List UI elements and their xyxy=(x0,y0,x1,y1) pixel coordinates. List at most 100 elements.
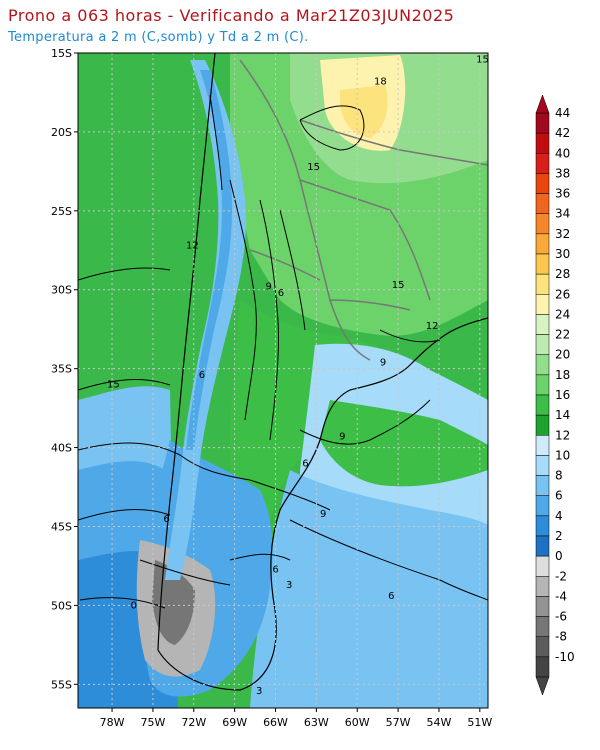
plot-frame xyxy=(77,52,489,709)
contour-label: 12 xyxy=(186,241,199,252)
contour-label: 9 xyxy=(266,282,272,293)
coastline xyxy=(157,53,488,691)
colorbar-label: -2 xyxy=(555,569,567,583)
contour-label: 9 xyxy=(320,509,326,520)
colorbar-swatch xyxy=(535,535,550,557)
lon-tick-label: 63W xyxy=(304,716,329,729)
contour-label: 15 xyxy=(392,280,405,291)
contour-label: 12 xyxy=(426,321,439,332)
contour-label: 9 xyxy=(380,358,386,369)
colorbar-label: 44 xyxy=(555,106,570,120)
colorbar-label: 14 xyxy=(555,408,570,422)
colorbar-top-triangle xyxy=(535,94,550,114)
contour-label: 3 xyxy=(256,686,262,697)
colorbar-label: 36 xyxy=(555,187,570,201)
colorbar-swatch xyxy=(535,656,550,678)
map-subtitle: Temperatura a 2 m (C,somb) y Td a 2 m (C… xyxy=(8,30,309,45)
lat-tick-label: 45S xyxy=(51,520,72,533)
lat-tick-label: 30S xyxy=(51,284,72,297)
lat-tick-label: 20S xyxy=(51,126,72,139)
colorbar-swatch xyxy=(535,596,550,617)
colorbar-swatch xyxy=(535,193,550,214)
colorbar-label: 6 xyxy=(555,489,563,503)
colorbar-swatch xyxy=(535,475,550,496)
colorbar-swatch xyxy=(535,636,550,658)
contour-label: 6 xyxy=(163,514,169,525)
graticule xyxy=(78,53,488,708)
country-borders xyxy=(239,59,488,361)
lon-tick-label: 60W xyxy=(345,716,370,729)
colorbar-swatch xyxy=(535,354,550,376)
colorbar-label: 28 xyxy=(555,267,570,281)
map-title: Prono a 063 horas - Verificando a Mar21Z… xyxy=(8,6,455,25)
lat-axis: 15S 20S 25S 30S 35S 40S 45S 50S 55S xyxy=(51,47,78,691)
colorbar-swatch xyxy=(535,555,550,577)
colorbar-label: -6 xyxy=(555,610,567,624)
contour-label: 0 xyxy=(131,601,137,612)
colorbar-label: 16 xyxy=(555,388,570,402)
contour-lines xyxy=(78,94,488,609)
colorbar-swatch xyxy=(535,576,550,597)
colorbar-label: 40 xyxy=(555,146,570,160)
contour-label: 6 xyxy=(302,459,308,470)
colorbar-swatch xyxy=(535,435,550,456)
contour-label: 9 xyxy=(339,432,345,443)
lon-tick-label: 57W xyxy=(386,716,411,729)
contour-label: 6 xyxy=(272,564,278,575)
colorbar-label: -4 xyxy=(555,589,567,603)
colorbar-label: 4 xyxy=(555,509,563,523)
colorbar-label: 20 xyxy=(555,348,570,362)
colorbar-label: 18 xyxy=(555,368,570,382)
colorbar-bottom-triangle xyxy=(535,676,550,696)
colorbar-swatch xyxy=(535,153,550,174)
lon-tick-label: 51W xyxy=(467,716,492,729)
colorbar-label: -8 xyxy=(555,630,567,644)
colorbar-swatch xyxy=(535,253,550,275)
colorbar-label: 10 xyxy=(555,448,570,462)
contour-label: 15 xyxy=(476,54,489,65)
contour-label: 3 xyxy=(286,580,292,591)
colorbar-swatch xyxy=(535,233,550,255)
colorbar-swatch xyxy=(535,495,550,517)
colorbar: 4442403836343230282624222018161412108642… xyxy=(535,94,575,696)
contour-label: 6 xyxy=(278,288,284,299)
contour-label: 6 xyxy=(388,591,394,602)
colorbar-label: 38 xyxy=(555,166,570,180)
colorbar-label: 22 xyxy=(555,328,570,342)
lat-tick-label: 25S xyxy=(51,205,72,218)
colorbar-label: 0 xyxy=(555,549,563,563)
colorbar-label: 42 xyxy=(555,126,570,140)
colorbar-label: 26 xyxy=(555,287,570,301)
lat-tick-label: 55S xyxy=(51,678,72,691)
contour-label: 15 xyxy=(107,380,120,391)
colorbar-swatch xyxy=(535,515,550,537)
lat-tick-label: 15S xyxy=(51,47,72,60)
hot-spot-core xyxy=(340,85,388,138)
colorbar-label: 24 xyxy=(555,307,570,321)
lon-tick-label: 66W xyxy=(263,716,288,729)
colorbar-label: 34 xyxy=(555,207,570,221)
colorbar-label: 12 xyxy=(555,428,570,442)
andes-high-shading xyxy=(186,70,232,450)
colorbar-label: 30 xyxy=(555,247,570,261)
colorbar-swatch xyxy=(535,616,550,637)
lon-tick-label: 72W xyxy=(181,716,206,729)
colorbar-swatch xyxy=(535,455,550,476)
colorbar-swatch xyxy=(535,213,550,235)
lat-tick-label: 35S xyxy=(51,363,72,376)
contour-label: 18 xyxy=(374,77,387,88)
lat-tick-label: 40S xyxy=(51,442,72,455)
colorbar-swatch xyxy=(535,173,550,194)
colorbar-swatch xyxy=(535,294,550,315)
colorbar-swatch xyxy=(535,394,550,416)
lon-tick-label: 69W xyxy=(222,716,247,729)
colorbar-label: 8 xyxy=(555,469,563,483)
colorbar-swatch xyxy=(535,334,550,355)
lon-tick-label: 75W xyxy=(140,716,165,729)
colorbar-label: -10 xyxy=(555,650,575,664)
colorbar-swatch xyxy=(535,414,550,436)
colorbar-swatch xyxy=(535,132,550,154)
contour-label: 15 xyxy=(307,162,320,173)
